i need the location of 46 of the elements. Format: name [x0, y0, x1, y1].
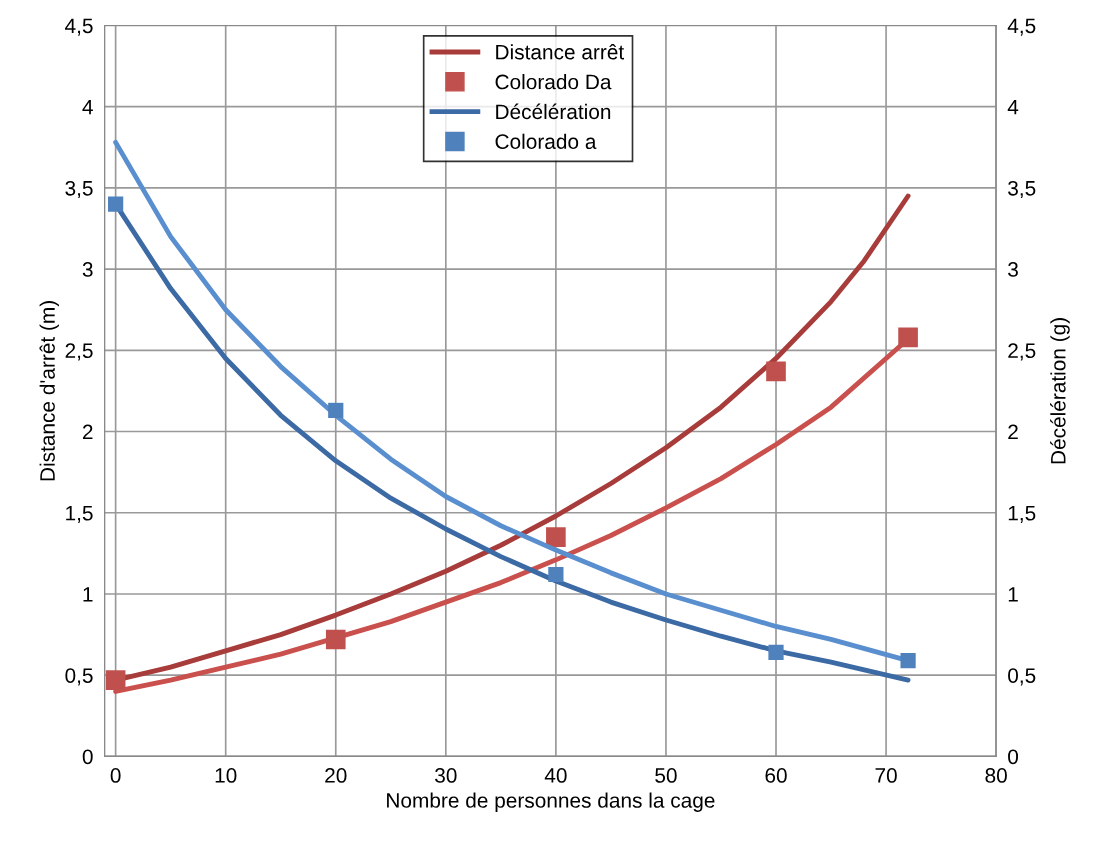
- y2-axis-title: Décélération (g): [1050, 318, 1070, 464]
- y2-tick-label: 0: [1008, 749, 1019, 765]
- x-tick-label: 10: [215, 768, 237, 783]
- point: [900, 652, 916, 669]
- point: [325, 629, 346, 650]
- x-tick-label: 40: [544, 768, 567, 783]
- legend-label: Colorado Da: [495, 74, 612, 90]
- y-tick-label: 0,5: [65, 668, 93, 686]
- point: [898, 327, 918, 348]
- legend-label: Décélération: [496, 103, 611, 120]
- point: [105, 670, 126, 690]
- y2-tick-label: 3: [1008, 262, 1018, 277]
- y-tick-label: 2,5: [65, 343, 93, 361]
- point: [546, 527, 566, 547]
- y-tick-label: 1,5: [66, 505, 93, 523]
- x-tick-label: 20: [325, 768, 347, 783]
- y2-tick-label: 0,5: [1008, 668, 1036, 686]
- point: [328, 402, 344, 419]
- y-tick-label: 3: [82, 262, 93, 277]
- y2-tick-label: 4: [1007, 99, 1019, 115]
- y2-tick-label: 3,5: [1008, 180, 1036, 199]
- point: [768, 644, 784, 661]
- y-tick-label: 0: [82, 749, 93, 765]
- y2-tick-label: 2,5: [1008, 343, 1036, 361]
- y2-tick-label: 2: [1008, 424, 1018, 440]
- y-tick-label: 1: [83, 587, 93, 602]
- x-tick-label: 60: [765, 768, 787, 783]
- legend-label: Colorado a: [495, 133, 597, 149]
- x-tick-label: 0: [110, 768, 121, 783]
- x-tick-label: 30: [435, 768, 457, 783]
- y2-tick-label: 1: [1008, 587, 1018, 602]
- x-tick-label: 50: [655, 768, 677, 783]
- y-tick-label: 2: [82, 424, 93, 440]
- y2-tick-label: 4,5: [1007, 18, 1036, 36]
- point: [766, 361, 786, 382]
- y-axis-title: Distance d'arrêt (m): [39, 301, 59, 481]
- y-tick-label: 3,5: [65, 180, 93, 199]
- y-tick-label: 4: [82, 99, 93, 115]
- x-tick-label: 70: [875, 768, 897, 783]
- y2-tick-label: 1,5: [1008, 505, 1036, 523]
- y-tick-label: 4,5: [65, 18, 93, 36]
- point: [548, 566, 564, 583]
- x-axis-title: Nombre de personnes dans la cage: [387, 792, 715, 812]
- x-tick-label: 80: [985, 768, 1007, 783]
- legend-label: Distance arrêt: [496, 44, 625, 60]
- point: [108, 196, 124, 212]
